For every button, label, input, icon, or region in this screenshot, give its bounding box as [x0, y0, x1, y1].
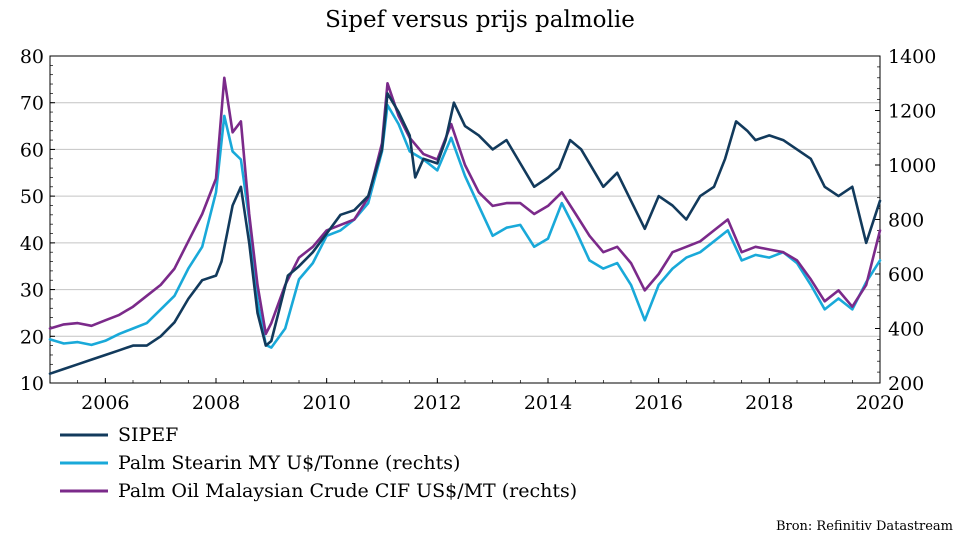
- legend: SIPEF Palm Stearin MY U$/Tonne (rechts) Pa…: [60, 424, 577, 502]
- x-tick-label: 2010: [302, 392, 350, 414]
- y-right-tick-label: 200: [888, 373, 924, 395]
- legend-entry-label: SIPEF: [118, 424, 178, 446]
- x-tick-label: 2020: [856, 392, 904, 414]
- y-right-tick-label: 1000: [888, 155, 936, 177]
- y-left-tick-label: 70: [20, 93, 44, 115]
- x-tick-label: 2016: [634, 392, 682, 414]
- source-note: Bron: Refinitiv Datastream: [776, 519, 953, 534]
- y-right-tick-label: 400: [888, 319, 924, 341]
- series-line-sipef: [48, 92, 882, 376]
- axes: 10 20 30 40 50 60 70 80 200 400 600 800 1000 1200 1400…: [20, 46, 937, 414]
- y-left-tick-label: 50: [20, 186, 44, 208]
- y-right-tick-label: 800: [888, 210, 924, 232]
- y-left-tick-label: 60: [20, 139, 44, 161]
- y-right-tick-label: 600: [888, 264, 924, 286]
- x-tick-label: 2018: [745, 392, 793, 414]
- series-line-palm-oil: [48, 76, 882, 336]
- y-right-tick-label: 1400: [888, 46, 936, 68]
- plot-frame: [49, 55, 881, 384]
- x-tick-label: 2006: [81, 392, 129, 414]
- y-left-tick-label: 30: [20, 280, 44, 302]
- legend-entry-label: Palm Oil Malaysian Crude CIF US$/MT (rec…: [118, 480, 577, 502]
- gridlines: [50, 102, 880, 337]
- y-left-tick-label: 20: [20, 326, 44, 348]
- y-left-tick-label: 40: [20, 233, 44, 255]
- y-left-tick-label: 80: [20, 46, 44, 68]
- x-tick-label: 2014: [524, 392, 572, 414]
- x-tick-label: 2008: [192, 392, 240, 414]
- y-right-tick-label: 1200: [888, 101, 936, 123]
- series-lines: [48, 76, 882, 376]
- chart-title: Sipef versus prijs palmolie: [325, 7, 635, 33]
- y-left-tick-label: 10: [20, 373, 44, 395]
- legend-entry-label: Palm Stearin MY U$/Tonne (rechts): [118, 452, 460, 474]
- x-tick-label: 2012: [413, 392, 461, 414]
- series-line-palm-stearin: [48, 103, 882, 349]
